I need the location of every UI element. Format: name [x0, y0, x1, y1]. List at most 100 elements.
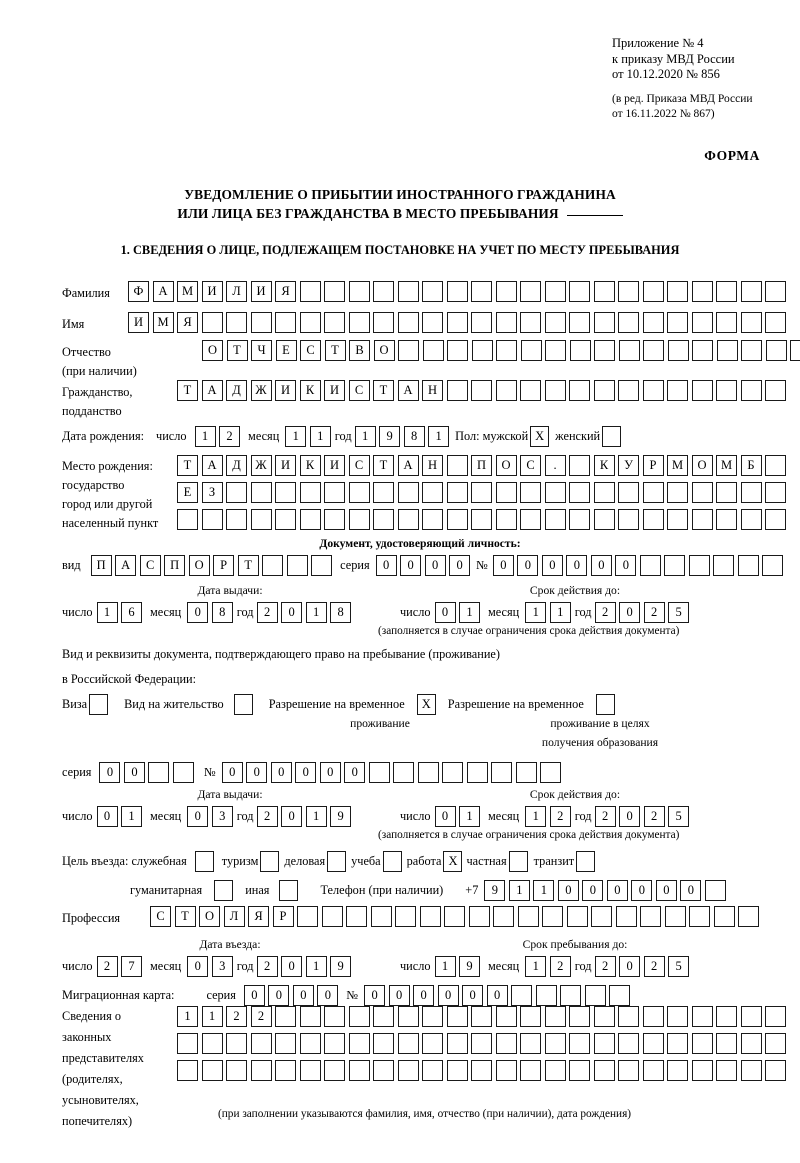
comb-cell[interactable]: [584, 985, 606, 1006]
comb-cell[interactable]: [495, 1033, 517, 1054]
comb-cell[interactable]: [348, 509, 370, 530]
comb-cell[interactable]: М: [716, 455, 737, 476]
comb-cell[interactable]: 0: [424, 555, 446, 576]
comb-cell[interactable]: [471, 482, 492, 503]
comb-cell[interactable]: [713, 906, 735, 927]
comb-cell[interactable]: [275, 509, 296, 530]
comb-cell[interactable]: 1: [309, 426, 331, 447]
comb-cell[interactable]: 0: [317, 985, 339, 1006]
comb-cell[interactable]: [201, 509, 223, 530]
comb-cell[interactable]: [667, 380, 688, 401]
comb-cell[interactable]: [544, 1033, 566, 1054]
comb-cell[interactable]: [691, 281, 713, 302]
comb-cell[interactable]: 0: [292, 985, 314, 1006]
comb-cell[interactable]: 0: [281, 602, 303, 623]
comb-cell[interactable]: [446, 1060, 468, 1081]
comb-cell[interactable]: [765, 1060, 786, 1081]
comb-cell[interactable]: Е: [177, 482, 198, 503]
comb-cell[interactable]: [569, 340, 591, 361]
temp-residence-checkbox[interactable]: X: [416, 694, 436, 715]
comb-cell[interactable]: [790, 340, 800, 361]
comb-cell[interactable]: [471, 1006, 492, 1027]
purpose-transit-checkbox[interactable]: [576, 851, 596, 872]
comb-cell[interactable]: [593, 482, 615, 503]
comb-cell[interactable]: [593, 509, 615, 530]
comb-cell[interactable]: [297, 906, 318, 927]
comb-cell[interactable]: Д: [226, 380, 247, 401]
comb-cell[interactable]: 0: [281, 956, 303, 977]
comb-cell[interactable]: [609, 985, 631, 1006]
comb-cell[interactable]: [737, 555, 759, 576]
comb-cell[interactable]: [373, 312, 394, 333]
comb-cell[interactable]: 0: [437, 985, 459, 1006]
comb-cell[interactable]: [691, 1060, 713, 1081]
visa-checkbox[interactable]: [89, 694, 109, 715]
comb-cell[interactable]: Ф: [128, 281, 149, 302]
comb-cell[interactable]: [495, 482, 517, 503]
comb-cell[interactable]: [275, 1033, 296, 1054]
comb-cell[interactable]: [544, 1060, 566, 1081]
comb-cell[interactable]: [691, 482, 713, 503]
comb-cell[interactable]: [765, 455, 786, 476]
comb-cell[interactable]: 9: [330, 806, 352, 827]
comb-cell[interactable]: [765, 1006, 786, 1027]
residence-permit-checkbox[interactable]: [233, 694, 253, 715]
comb-cell[interactable]: [422, 281, 443, 302]
comb-cell[interactable]: [667, 509, 688, 530]
comb-cell[interactable]: [667, 1033, 688, 1054]
comb-cell[interactable]: [324, 1006, 345, 1027]
comb-cell[interactable]: 1: [177, 1006, 198, 1027]
comb-cell[interactable]: 1: [305, 806, 327, 827]
comb-cell[interactable]: [618, 1060, 639, 1081]
comb-cell[interactable]: 2: [96, 956, 118, 977]
comb-cell[interactable]: [446, 455, 468, 476]
comb-cell[interactable]: 2: [643, 602, 665, 623]
comb-cell[interactable]: [446, 380, 468, 401]
comb-cell[interactable]: [250, 482, 272, 503]
comb-cell[interactable]: 1: [194, 426, 216, 447]
comb-cell[interactable]: [468, 906, 490, 927]
comb-cell[interactable]: [422, 1006, 443, 1027]
comb-cell[interactable]: 1: [525, 602, 547, 623]
comb-cell[interactable]: 0: [606, 880, 628, 901]
comb-cell[interactable]: [762, 555, 784, 576]
comb-cell[interactable]: И: [250, 281, 272, 302]
comb-cell[interactable]: [471, 509, 492, 530]
comb-cell[interactable]: Л: [226, 281, 247, 302]
comb-cell[interactable]: [716, 1033, 737, 1054]
comb-cell[interactable]: 0: [434, 806, 456, 827]
comb-cell[interactable]: [640, 906, 661, 927]
comb-cell[interactable]: [618, 1033, 639, 1054]
comb-cell[interactable]: 9: [330, 956, 352, 977]
comb-cell[interactable]: [373, 482, 394, 503]
comb-cell[interactable]: [422, 1033, 443, 1054]
comb-cell[interactable]: 0: [243, 985, 265, 1006]
comb-cell[interactable]: Я: [248, 906, 269, 927]
comb-cell[interactable]: О: [373, 340, 395, 361]
comb-cell[interactable]: 1: [508, 880, 530, 901]
comb-cell[interactable]: [495, 1006, 517, 1027]
comb-cell[interactable]: [741, 340, 762, 361]
comb-cell[interactable]: 1: [305, 956, 327, 977]
comb-cell[interactable]: 0: [619, 806, 641, 827]
comb-cell[interactable]: [496, 340, 517, 361]
comb-cell[interactable]: П: [164, 555, 186, 576]
comb-cell[interactable]: П: [90, 555, 112, 576]
comb-cell[interactable]: 0: [566, 555, 588, 576]
comb-cell[interactable]: [569, 312, 590, 333]
comb-cell[interactable]: [688, 555, 710, 576]
comb-cell[interactable]: 0: [492, 555, 514, 576]
comb-cell[interactable]: Я: [177, 312, 198, 333]
comb-cell[interactable]: С: [348, 455, 370, 476]
comb-cell[interactable]: [560, 985, 582, 1006]
comb-cell[interactable]: Н: [422, 380, 443, 401]
